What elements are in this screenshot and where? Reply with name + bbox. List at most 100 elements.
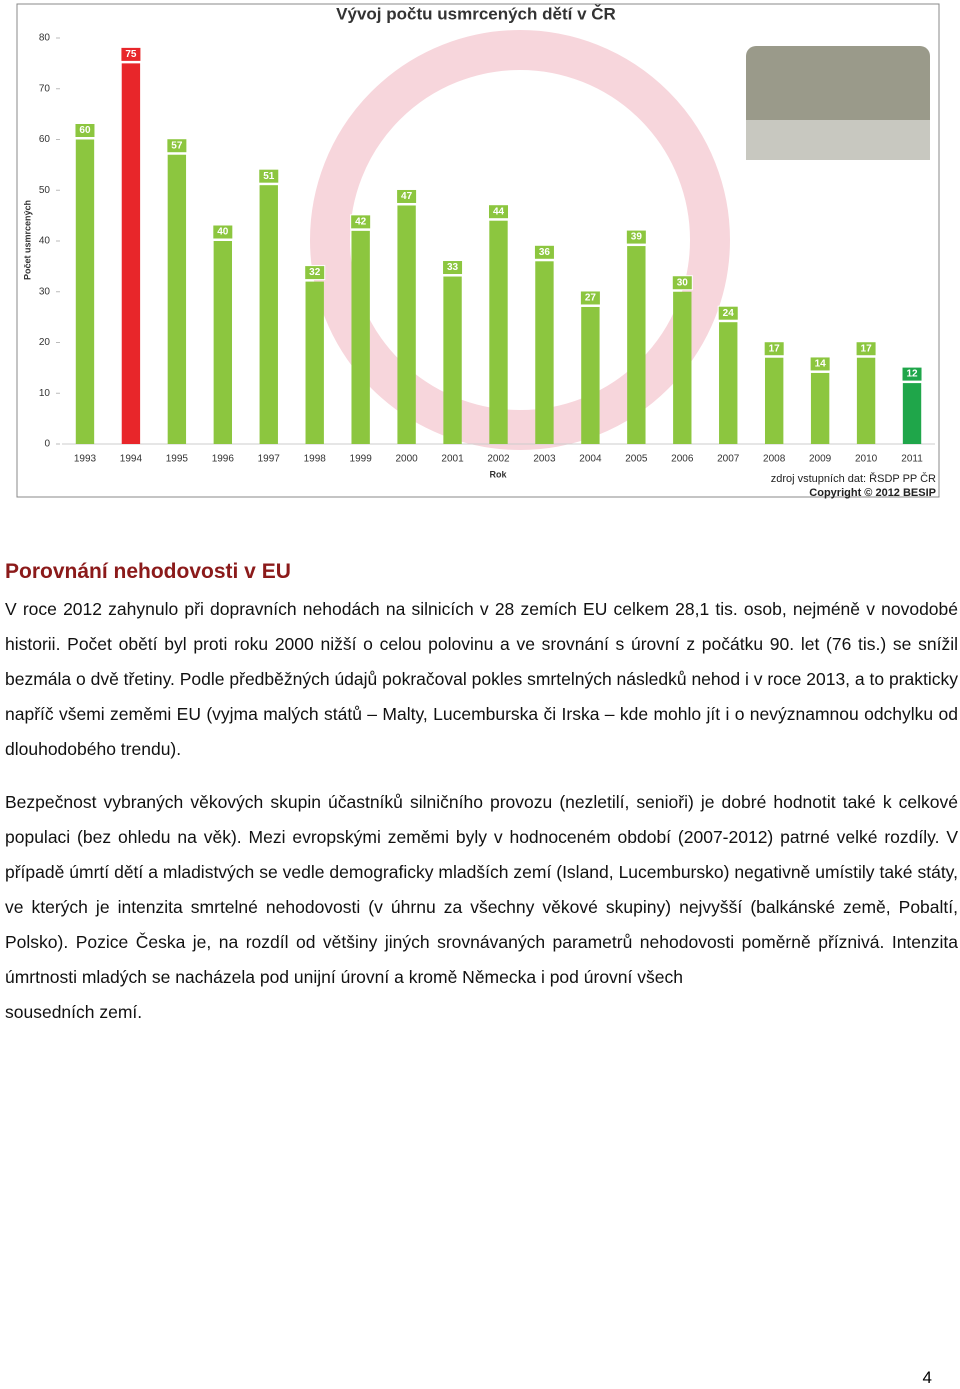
- value-label: 51: [263, 171, 275, 182]
- x-tick-label: 1997: [258, 454, 281, 465]
- value-label: 27: [585, 293, 597, 304]
- paragraph: V roce 2012 zahynulo při dopravních neho…: [5, 599, 958, 759]
- bar: [213, 241, 233, 444]
- value-label-box: [717, 305, 739, 321]
- x-tick-label: 2010: [855, 454, 878, 465]
- x-tick-label: 1996: [212, 454, 235, 465]
- paragraph: sousedních zemí.: [5, 1002, 143, 1022]
- bar: [489, 220, 508, 444]
- watermark: [310, 30, 730, 450]
- value-label-box: [120, 46, 142, 62]
- bar: [259, 185, 278, 445]
- y-tick-label: 60: [39, 134, 51, 145]
- bar: [719, 322, 738, 444]
- value-label-box: [855, 341, 877, 357]
- chart-title: Vývoj počtu usmrcených dětí v ČR: [336, 4, 616, 23]
- y-tick-label: 0: [44, 439, 50, 450]
- bar: [167, 154, 187, 444]
- value-label: 14: [815, 359, 827, 370]
- value-label-box: [350, 214, 372, 230]
- x-tick-label: 2000: [395, 454, 418, 465]
- page-number: 4: [922, 1368, 932, 1387]
- y-tick-label: 70: [39, 83, 51, 94]
- bar: [305, 281, 324, 444]
- y-tick-label: 80: [39, 33, 51, 44]
- x-tick-label: 1998: [304, 454, 327, 465]
- x-tick-label: 2009: [809, 454, 832, 465]
- x-tick-label: 2002: [487, 454, 510, 465]
- document: Porovnání nehodovosti v EU V roce 2012 z…: [5, 560, 958, 1030]
- value-label: 40: [217, 227, 229, 238]
- value-label-box: [212, 224, 234, 240]
- x-tick-label: 2008: [763, 454, 786, 465]
- value-label-box: [488, 204, 509, 220]
- value-label: 36: [539, 247, 551, 258]
- bar: [535, 261, 554, 444]
- value-label: 57: [171, 140, 183, 151]
- bar: [581, 306, 600, 444]
- value-label-box: [258, 168, 280, 184]
- value-label-box: [304, 265, 326, 281]
- value-label-box: [533, 244, 555, 260]
- y-axis-label: Počet usmrcených: [22, 200, 32, 280]
- value-label: 42: [355, 216, 367, 227]
- value-label-box: [442, 260, 464, 276]
- x-tick-label: 2004: [579, 454, 602, 465]
- bar: [810, 372, 830, 444]
- x-tick-label: 2011: [901, 454, 923, 465]
- photo-street: [746, 120, 930, 160]
- y-tick-label: 10: [39, 388, 51, 399]
- value-label-box: [166, 138, 188, 154]
- value-label-box: [901, 366, 923, 382]
- value-label-box: [396, 188, 418, 204]
- x-tick-label: 1994: [120, 454, 143, 465]
- value-label: 24: [723, 308, 735, 319]
- value-label: 17: [769, 343, 781, 354]
- x-tick-label: 2001: [441, 454, 464, 465]
- bar: [75, 139, 95, 444]
- value-label: 30: [677, 277, 689, 288]
- x-tick-label: 2005: [625, 454, 648, 465]
- copyright: Copyright © 2012 BESIP: [809, 487, 936, 499]
- value-label-box: [671, 275, 693, 291]
- value-label-box: [625, 229, 647, 245]
- x-tick-label: 2006: [671, 454, 694, 465]
- value-label: 17: [861, 343, 873, 354]
- bar: [443, 276, 462, 444]
- value-label: 33: [447, 262, 459, 273]
- bar: [121, 63, 141, 444]
- value-label: 39: [631, 232, 643, 243]
- y-tick-label: 40: [39, 236, 51, 247]
- value-label: 32: [309, 267, 321, 278]
- x-tick-label: 2007: [717, 454, 740, 465]
- y-tick-label: 20: [39, 337, 51, 348]
- chart: Vývoj počtu usmrcených dětí v ČR Počet u…: [16, 3, 940, 499]
- value-label: 12: [906, 369, 918, 380]
- bar: [351, 230, 370, 444]
- x-tick-label: 1993: [74, 454, 97, 465]
- value-label-box: [763, 341, 785, 357]
- value-label-box: [579, 290, 601, 306]
- x-tick-label: 1995: [166, 454, 189, 465]
- value-label-box: [809, 356, 831, 372]
- bar: [902, 383, 922, 444]
- y-tick-label: 50: [39, 185, 51, 196]
- bar: [627, 246, 646, 444]
- bar: [764, 357, 784, 444]
- x-tick-label: 2003: [533, 454, 556, 465]
- bar: [856, 357, 876, 444]
- heading: Porovnání nehodovosti v EU: [5, 560, 291, 583]
- y-tick-label: 30: [39, 286, 51, 297]
- bar: [673, 291, 692, 444]
- value-label: 75: [125, 49, 137, 60]
- paragraph: Bezpečnost vybraných věkových skupin úča…: [5, 792, 958, 987]
- x-tick-label: 1999: [350, 454, 373, 465]
- value-label-box: [74, 123, 96, 138]
- value-label: 60: [79, 125, 91, 136]
- source: zdroj vstupních dat: ŘSDP PP ČR: [771, 472, 936, 485]
- bar: [397, 205, 416, 444]
- value-label: 44: [493, 206, 505, 217]
- value-label: 47: [401, 191, 413, 202]
- x-axis-label: Rok: [489, 469, 507, 479]
